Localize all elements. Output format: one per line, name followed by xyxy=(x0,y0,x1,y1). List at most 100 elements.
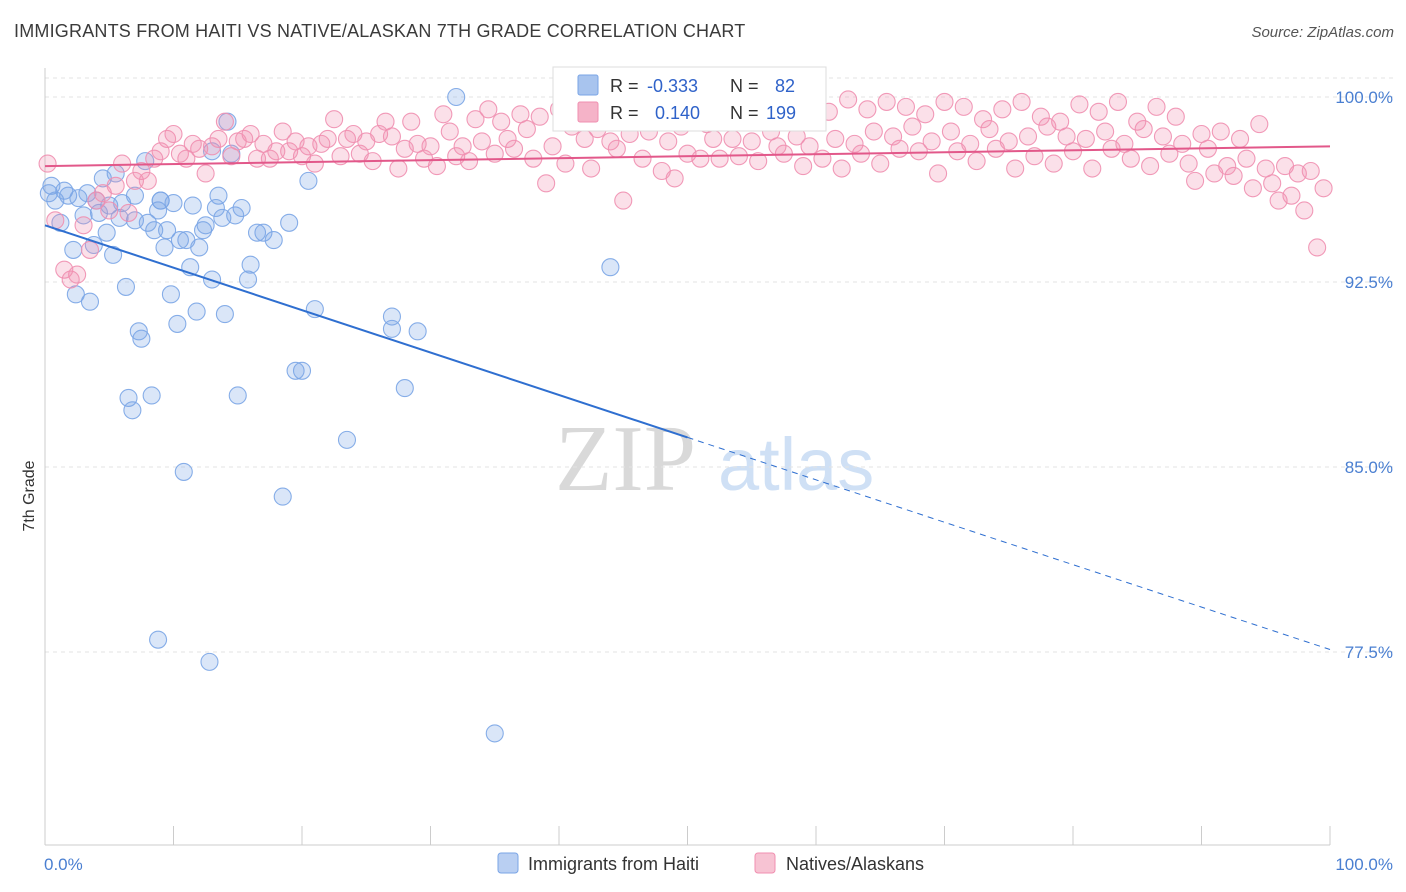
data-point xyxy=(922,132,941,151)
stats-r-value-2: 0.140 xyxy=(655,103,700,123)
legend-label-haiti: Immigrants from Haiti xyxy=(528,854,699,874)
data-point xyxy=(890,139,909,158)
data-point xyxy=(170,231,189,250)
data-point xyxy=(241,255,260,274)
data-point xyxy=(267,142,286,161)
stats-n-label-2: N = xyxy=(730,103,759,123)
data-point xyxy=(967,152,986,171)
data-point xyxy=(556,154,575,173)
data-point xyxy=(1089,102,1108,121)
trend-line-haiti-extension xyxy=(687,436,1331,651)
data-point xyxy=(1044,154,1063,173)
stats-r-label-2: R = xyxy=(610,103,639,123)
data-point xyxy=(116,277,136,296)
data-point xyxy=(896,97,916,116)
data-point xyxy=(69,189,88,208)
data-point xyxy=(858,100,877,119)
data-point xyxy=(543,137,562,156)
legend-swatch-natives xyxy=(754,852,776,874)
data-point xyxy=(999,132,1018,151)
data-point xyxy=(1006,159,1025,178)
series-immigrants-from-haiti xyxy=(39,87,620,743)
data-point xyxy=(382,127,402,146)
data-point xyxy=(691,149,710,168)
data-point xyxy=(1295,201,1314,220)
data-point xyxy=(119,203,138,222)
data-point xyxy=(74,206,93,225)
data-point xyxy=(194,221,213,240)
data-point xyxy=(104,245,123,264)
stats-n-value-2: 199 xyxy=(766,103,796,123)
data-point xyxy=(125,171,144,190)
data-point xyxy=(215,112,234,131)
data-point xyxy=(196,216,215,235)
data-point xyxy=(215,305,234,324)
data-point xyxy=(382,319,402,338)
data-point xyxy=(145,149,164,168)
data-point xyxy=(1250,115,1269,134)
data-point xyxy=(665,169,684,188)
data-point xyxy=(472,132,491,151)
data-point xyxy=(498,129,517,148)
data-point xyxy=(325,110,344,129)
stats-swatch-natives xyxy=(577,101,599,123)
data-point xyxy=(485,724,504,743)
data-point xyxy=(110,208,129,227)
x-tick-label-max: 100.0% xyxy=(1335,855,1393,874)
data-point xyxy=(601,132,620,151)
y-tick-label: 77.5% xyxy=(1345,643,1393,662)
data-point xyxy=(125,186,144,205)
data-point xyxy=(264,231,283,250)
data-point xyxy=(582,159,601,178)
data-point xyxy=(196,164,215,183)
data-point xyxy=(97,223,116,242)
x-tick-label-min: 0.0% xyxy=(44,855,83,874)
data-point xyxy=(64,240,83,259)
data-point xyxy=(1121,149,1140,168)
data-point xyxy=(517,120,536,139)
data-point xyxy=(1186,171,1205,190)
data-point xyxy=(149,630,168,649)
data-point xyxy=(1012,92,1031,111)
data-point xyxy=(158,221,177,240)
data-point xyxy=(138,171,157,190)
data-point xyxy=(299,171,318,190)
data-point xyxy=(1141,157,1160,176)
data-point xyxy=(800,137,819,156)
data-point xyxy=(954,97,973,116)
data-point xyxy=(80,240,100,259)
data-point xyxy=(993,100,1012,119)
data-point xyxy=(164,124,183,144)
data-point xyxy=(909,142,928,161)
data-point xyxy=(78,184,97,203)
data-point xyxy=(1018,127,1038,146)
stats-n-value-1: 82 xyxy=(775,76,795,96)
watermark-atlas: atlas xyxy=(718,423,874,506)
data-point xyxy=(1108,92,1128,111)
data-point xyxy=(38,154,57,173)
data-point xyxy=(273,122,292,141)
data-point xyxy=(1076,129,1095,148)
y-tick-label: 85.0% xyxy=(1345,458,1393,477)
data-point xyxy=(1243,179,1262,198)
data-point xyxy=(485,144,504,163)
stats-n-label-1: N = xyxy=(730,76,759,96)
data-point xyxy=(209,186,228,205)
data-point xyxy=(1134,120,1153,139)
data-point xyxy=(704,129,723,148)
data-point xyxy=(151,191,170,210)
bottom-legend: Immigrants from Haiti Natives/Alaskans xyxy=(497,852,924,874)
data-point xyxy=(941,122,960,141)
data-point xyxy=(1031,107,1050,126)
data-point xyxy=(601,258,620,277)
data-point xyxy=(389,159,408,178)
data-point xyxy=(659,132,678,151)
data-point xyxy=(254,223,273,242)
data-point xyxy=(247,223,267,242)
data-point xyxy=(973,110,993,129)
data-point xyxy=(129,322,148,341)
data-point xyxy=(929,164,948,183)
data-point xyxy=(492,112,511,131)
y-tick-labels: 77.5% 85.0% 92.5% 100.0% xyxy=(1335,88,1393,662)
